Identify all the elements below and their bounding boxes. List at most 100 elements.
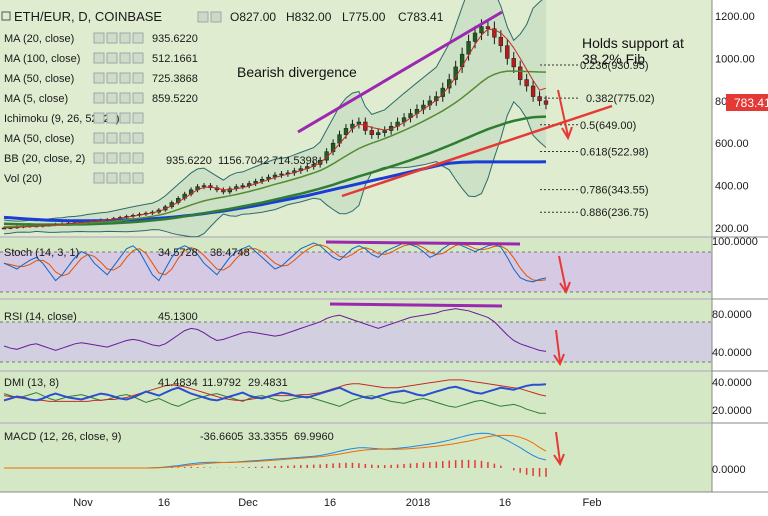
bb-upper-line [3,0,543,222]
ma-50-line [3,115,547,226]
indicator-control-3-3[interactable] [132,92,144,104]
time-axis-bg [0,492,768,511]
indicator-label-7: Vol (20) [4,173,42,185]
indicator-label-1: MA (100, close) [4,53,80,65]
indicator-control-6-1[interactable] [106,152,118,164]
candles [1,19,549,230]
indicator-control-7-1[interactable] [106,172,118,184]
symbol-box[interactable] [1,11,11,21]
indicator-control-2-1[interactable] [106,72,118,84]
indicator-control-4-0[interactable] [93,112,105,124]
sub-indicators [0,242,712,477]
bollinger-bands [3,0,547,238]
fib-label-4: 0.786(343.55) [580,185,649,197]
header-settings-icon[interactable] [210,11,222,23]
indicator-control-4-3[interactable] [132,112,144,124]
indicator-label-2: MA (50, close) [4,73,74,85]
indicator-value-2: 725.3868 [152,73,198,85]
fib-label-5: 0.886(236.75) [580,207,649,219]
bb-lower-line [3,100,547,238]
rsi-band [0,322,712,362]
price-axis-label-4: 400.00 [715,181,749,193]
stoch-k-value: 34.5728 [158,247,198,259]
indicator-control-2-2[interactable] [119,72,131,84]
dmi-axis-40: 40.0000 [712,377,752,389]
indicator-control-1-1[interactable] [106,52,118,64]
stoch-d-value: 38.4748 [210,247,250,259]
candle-34 [221,189,226,193]
indicator-control-5-0[interactable] [93,132,105,144]
ohlc-high: H832.00 [286,10,332,24]
rsi-divergence-line [329,302,503,308]
stoch-band [0,252,712,292]
price-axis-bg [712,0,768,492]
indicator-labels: MA (20, close) 935.6220 MA (100, close) 512… [4,32,198,185]
fib-label-2: 0.5(649.00) [580,120,636,132]
indicator-control-5-1[interactable] [106,132,118,144]
dmi-minus-value: 11.9792 [202,377,241,389]
time-axis-label-1: 16 [158,497,170,509]
indicator-control-7-3[interactable] [132,172,144,184]
indicator-control-0-1[interactable] [106,32,118,44]
ma-5-line [3,28,547,229]
indicator-control-0-3[interactable] [132,32,144,44]
ohlc-close: C783.41 [398,10,444,24]
candle-72 [466,41,471,55]
indicator-control-3-0[interactable] [93,92,105,104]
candle-75 [485,26,491,29]
time-axis-label-0: Nov [73,497,93,509]
indicator-control-3-2[interactable] [119,92,131,104]
time-axis: Nov 16 Dec 16 2018 16 Feb [73,497,601,509]
indicator-value-3: 859.5220 [152,93,198,105]
time-axis-label-6: Feb [583,497,602,509]
bb-basis-value: 935.6220 [166,155,212,167]
dmi-minus-line [3,392,546,414]
dmi-plus-value: 41.4834 [158,377,198,389]
indicator-control-1-0[interactable] [93,52,105,64]
indicator-control-5-3[interactable] [132,132,144,144]
rsi-label: RSI (14, close) [4,311,77,323]
candle-59 [382,130,387,133]
indicator-control-7-2[interactable] [119,172,131,184]
fib-label-0: 0.236(930.95) [580,60,649,72]
ohlc-open: O827.00 [230,10,276,24]
indicator-control-0-0[interactable] [93,32,105,44]
stoch-divergence-line [325,240,521,246]
dmi-label: DMI (13, 8) [4,377,59,389]
time-axis-label-3: 16 [324,497,336,509]
indicator-control-7-0[interactable] [93,172,105,184]
holds-support-note-line1: Holds support at [582,35,684,51]
arrow-rsi [553,329,565,367]
indicator-control-2-3[interactable] [132,72,144,84]
indicator-control-6-0[interactable] [93,152,105,164]
fib-label-3: 0.618(522.98) [580,147,649,159]
red-support-line [341,104,613,198]
candle-37 [240,185,245,187]
indicator-control-6-2[interactable] [119,152,131,164]
price-axis-label-5: 200.00 [715,223,749,235]
indicator-control-4-1[interactable] [106,112,118,124]
indicator-control-3-1[interactable] [106,92,118,104]
indicator-control-0-2[interactable] [119,32,131,44]
header-eye-icon[interactable] [197,11,209,23]
indicator-control-4-2[interactable] [119,112,131,124]
candle-81 [524,79,529,87]
indicator-control-5-2[interactable] [119,132,131,144]
candle-78 [505,45,510,59]
dmi-adx-value: 29.4831 [248,377,288,389]
indicator-control-1-2[interactable] [119,52,131,64]
dmi-plus-line [3,383,547,402]
time-axis-label-2: Dec [238,497,258,509]
indicator-control-6-3[interactable] [132,152,144,164]
fib-levels: 0.236(930.95) 0.382(775.02) 0.5(649.00) 0.6… [540,60,655,219]
macd-line-value: 33.3355 [248,431,288,443]
bb-lower-value: 714.5398 [272,155,318,167]
macd-axis-0: 0.0000 [712,464,746,476]
indicator-control-2-0[interactable] [93,72,105,84]
indicator-control-1-3[interactable] [132,52,144,64]
symbol-title: ETH/EUR, D, COINBASE [14,9,162,24]
bearish-divergence-note: Bearish divergence [237,64,357,80]
bb-upper-value: 1156.7042 [218,155,269,167]
rsi-axis-80: 80.0000 [712,309,752,321]
